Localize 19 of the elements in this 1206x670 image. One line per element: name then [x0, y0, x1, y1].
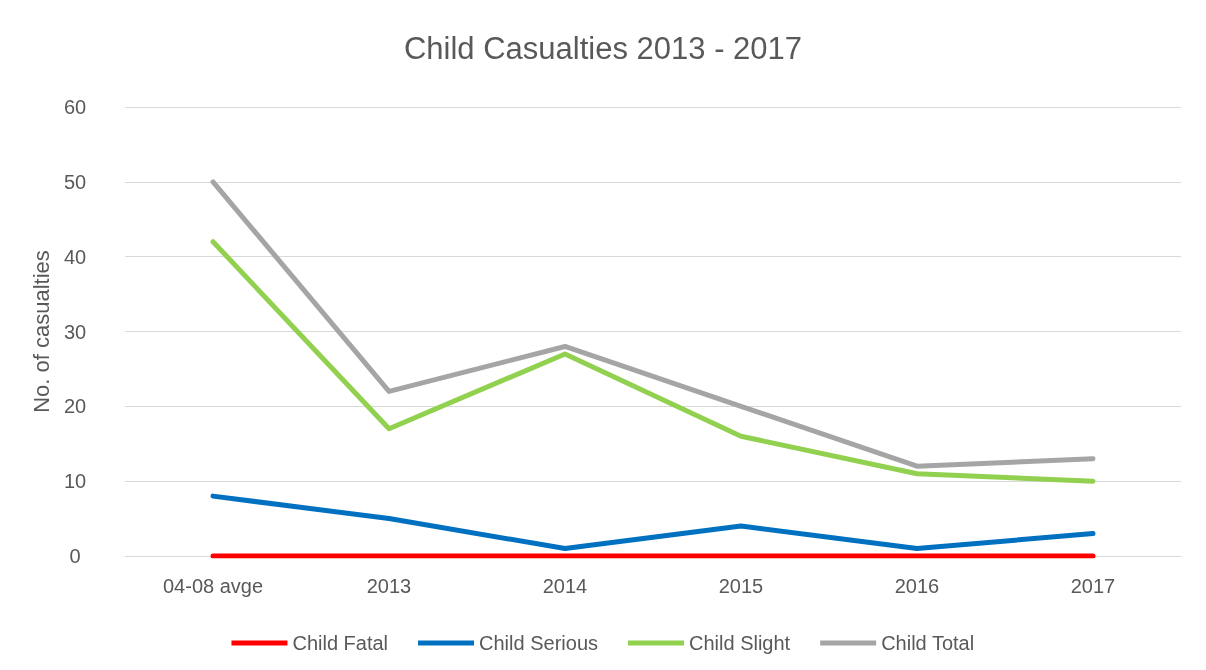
x-tick-label: 2016 — [894, 575, 940, 597]
y-tick-label: 10 — [63, 470, 87, 493]
y-tick-label: 40 — [63, 245, 87, 268]
y-tick-label: 60 — [63, 96, 87, 118]
x-tick-label: 2013 — [366, 575, 412, 597]
x-tick-label: 2015 — [718, 575, 764, 597]
legend-label: Child Serious — [479, 632, 599, 654]
chart-title: Child Casualties 2013 - 2017 — [403, 31, 803, 66]
legend-label: Child Total — [881, 632, 975, 654]
x-tick-label: 2017 — [1070, 575, 1116, 597]
y-axis-title: No. of casualties — [29, 250, 55, 413]
legend-label: Child Fatal — [292, 632, 389, 654]
y-tick-label: 0 — [69, 545, 81, 567]
legend-label: Child Slight — [689, 632, 791, 654]
y-tick-label: 50 — [63, 170, 87, 193]
y-tick-label: 20 — [63, 395, 87, 418]
x-tick-label: 2014 — [542, 575, 588, 597]
x-tick-label: 04-08 avge — [162, 575, 264, 597]
y-tick-label: 30 — [63, 320, 87, 343]
